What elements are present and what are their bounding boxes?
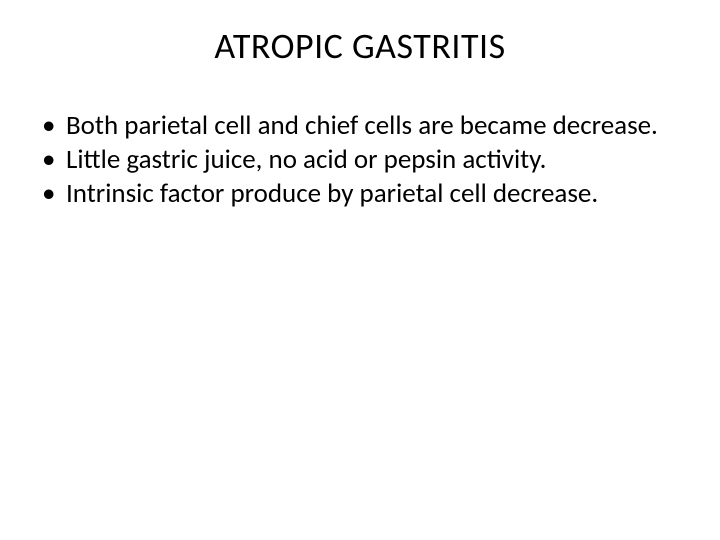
bullet-list: Both parietal cell and chief cells are b…	[36, 110, 684, 210]
list-item: Both parietal cell and chief cells are b…	[36, 110, 684, 142]
list-item: Little gastric juice, no acid or pepsin …	[36, 144, 684, 176]
slide-body: Both parietal cell and chief cells are b…	[36, 110, 684, 212]
slide: ATROPIC GASTRITIS Both parietal cell and…	[0, 0, 720, 540]
list-item: Intrinsic factor produce by parietal cel…	[36, 178, 684, 210]
slide-title: ATROPIC GASTRITIS	[36, 24, 684, 68]
